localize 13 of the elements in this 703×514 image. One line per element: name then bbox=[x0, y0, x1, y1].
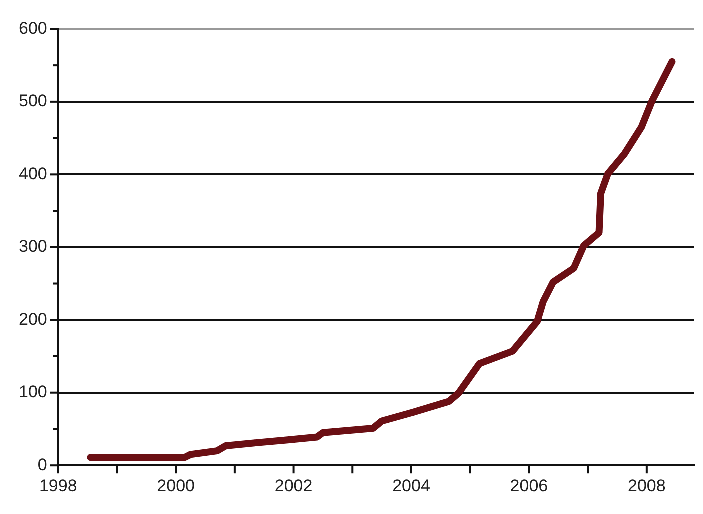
y-tick-label: 600 bbox=[18, 18, 48, 38]
x-tick-label: 2006 bbox=[510, 476, 548, 496]
x-tick-label: 2004 bbox=[392, 476, 430, 496]
y-tick-label: 500 bbox=[18, 92, 48, 111]
y-tick-label: 400 bbox=[18, 164, 48, 184]
x-tick-label: 1998 bbox=[39, 476, 78, 496]
y-tick-label: 200 bbox=[18, 310, 48, 329]
y-tick-label: 0 bbox=[38, 455, 48, 474]
y-tick-label: 300 bbox=[18, 237, 48, 256]
x-tick-label: 2008 bbox=[628, 476, 666, 496]
y-tick-label: 100 bbox=[18, 382, 48, 402]
x-tick-label: 2000 bbox=[157, 476, 195, 496]
x-tick-label: 2002 bbox=[274, 476, 313, 496]
